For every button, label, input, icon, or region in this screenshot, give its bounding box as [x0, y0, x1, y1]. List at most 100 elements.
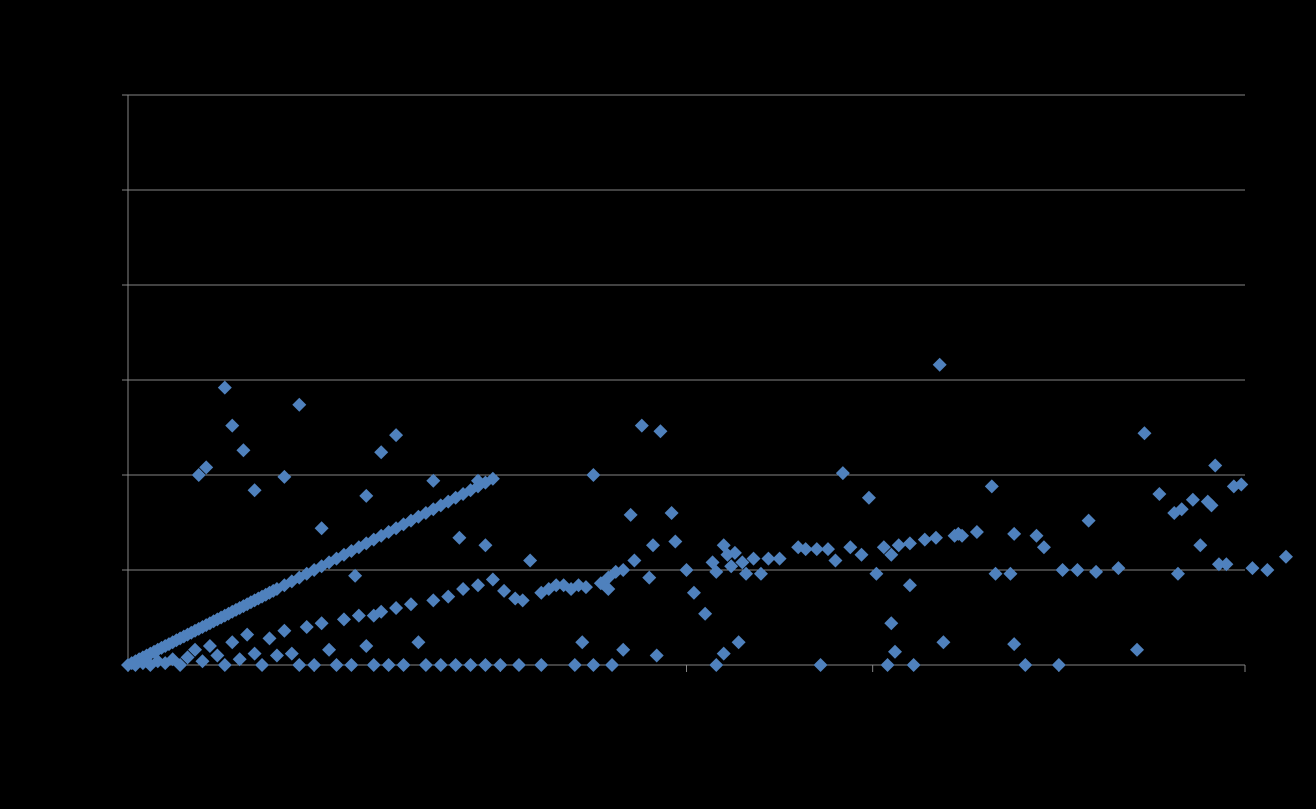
data-point	[813, 658, 828, 672]
data-point	[668, 534, 683, 549]
data-point	[329, 658, 344, 672]
data-point	[396, 658, 411, 672]
data-point	[366, 608, 381, 623]
data-point	[575, 635, 590, 650]
data-point	[1007, 526, 1022, 541]
data-point	[876, 540, 891, 555]
data-point	[403, 597, 418, 612]
data-point	[1174, 502, 1189, 517]
data-point	[642, 570, 657, 585]
data-point	[478, 538, 493, 553]
data-point	[884, 616, 899, 631]
data-point	[269, 648, 284, 663]
data-point	[1278, 549, 1293, 564]
data-point	[247, 646, 262, 661]
data-point	[686, 585, 701, 600]
data-point	[835, 466, 850, 481]
data-point	[225, 418, 240, 433]
data-point	[698, 606, 713, 621]
data-point	[1234, 477, 1249, 492]
data-point	[1152, 487, 1167, 501]
data-point	[470, 578, 485, 593]
data-point	[255, 658, 270, 672]
data-point	[195, 654, 210, 669]
data-point	[984, 479, 999, 494]
data-point	[314, 616, 329, 631]
data-point	[1070, 563, 1085, 577]
data-point	[616, 563, 631, 577]
data-point	[523, 553, 538, 568]
data-point	[1089, 564, 1104, 579]
data-point	[470, 473, 485, 488]
data-point	[240, 627, 255, 642]
gridlines	[128, 94, 1245, 571]
data-point	[727, 545, 742, 560]
data-point	[299, 620, 314, 634]
data-point	[277, 623, 292, 638]
data-point	[359, 639, 374, 653]
data-point	[716, 646, 731, 661]
data-point	[1130, 642, 1145, 657]
data-point	[284, 646, 299, 661]
data-point	[307, 658, 322, 672]
data-point	[1219, 557, 1234, 572]
data-point	[210, 648, 225, 663]
data-point	[173, 658, 188, 672]
data-point	[1211, 557, 1226, 572]
data-point	[534, 658, 549, 672]
data-point	[645, 538, 660, 553]
data-point	[969, 525, 984, 539]
data-point	[601, 582, 616, 596]
data-point	[809, 542, 824, 557]
data-point	[348, 568, 363, 583]
data-point	[411, 635, 426, 650]
data-point	[448, 658, 463, 672]
data-point	[928, 530, 943, 545]
data-point	[891, 538, 906, 553]
data-point	[761, 551, 776, 566]
data-point	[351, 608, 366, 623]
data-point	[1170, 566, 1185, 581]
data-point	[586, 468, 601, 482]
data-point	[1193, 538, 1208, 553]
data-point	[389, 601, 404, 615]
data-point	[426, 593, 441, 608]
data-point	[709, 564, 724, 579]
data-point	[854, 547, 869, 562]
data-point	[232, 652, 247, 667]
data-point	[515, 593, 530, 608]
data-point	[336, 612, 351, 627]
data-point	[616, 642, 631, 657]
data-point	[1137, 426, 1152, 441]
data-point	[441, 589, 456, 604]
data-point	[452, 530, 467, 545]
data-point	[217, 380, 232, 395]
data-point	[735, 555, 750, 570]
data-point	[202, 639, 217, 653]
data-point	[1051, 658, 1066, 672]
data-point	[1260, 563, 1275, 577]
data-point	[1185, 492, 1200, 507]
data-point	[772, 551, 787, 566]
data-point	[988, 566, 1003, 581]
data-point	[191, 468, 206, 482]
data-point	[936, 635, 951, 650]
data-point	[374, 445, 389, 460]
data-point	[1055, 563, 1070, 577]
data-point	[653, 424, 668, 439]
data-points	[121, 357, 1293, 672]
data-point	[225, 635, 240, 650]
data-point	[277, 469, 292, 484]
data-point	[798, 542, 813, 557]
data-point	[578, 580, 593, 595]
data-point	[679, 563, 694, 577]
data-point	[731, 635, 746, 650]
data-point	[902, 578, 917, 593]
data-point	[1029, 528, 1044, 543]
data-point	[463, 658, 478, 672]
data-point	[623, 507, 638, 522]
data-point	[1036, 540, 1051, 555]
data-point	[1003, 566, 1018, 581]
data-point	[820, 542, 835, 557]
data-point	[861, 490, 876, 505]
